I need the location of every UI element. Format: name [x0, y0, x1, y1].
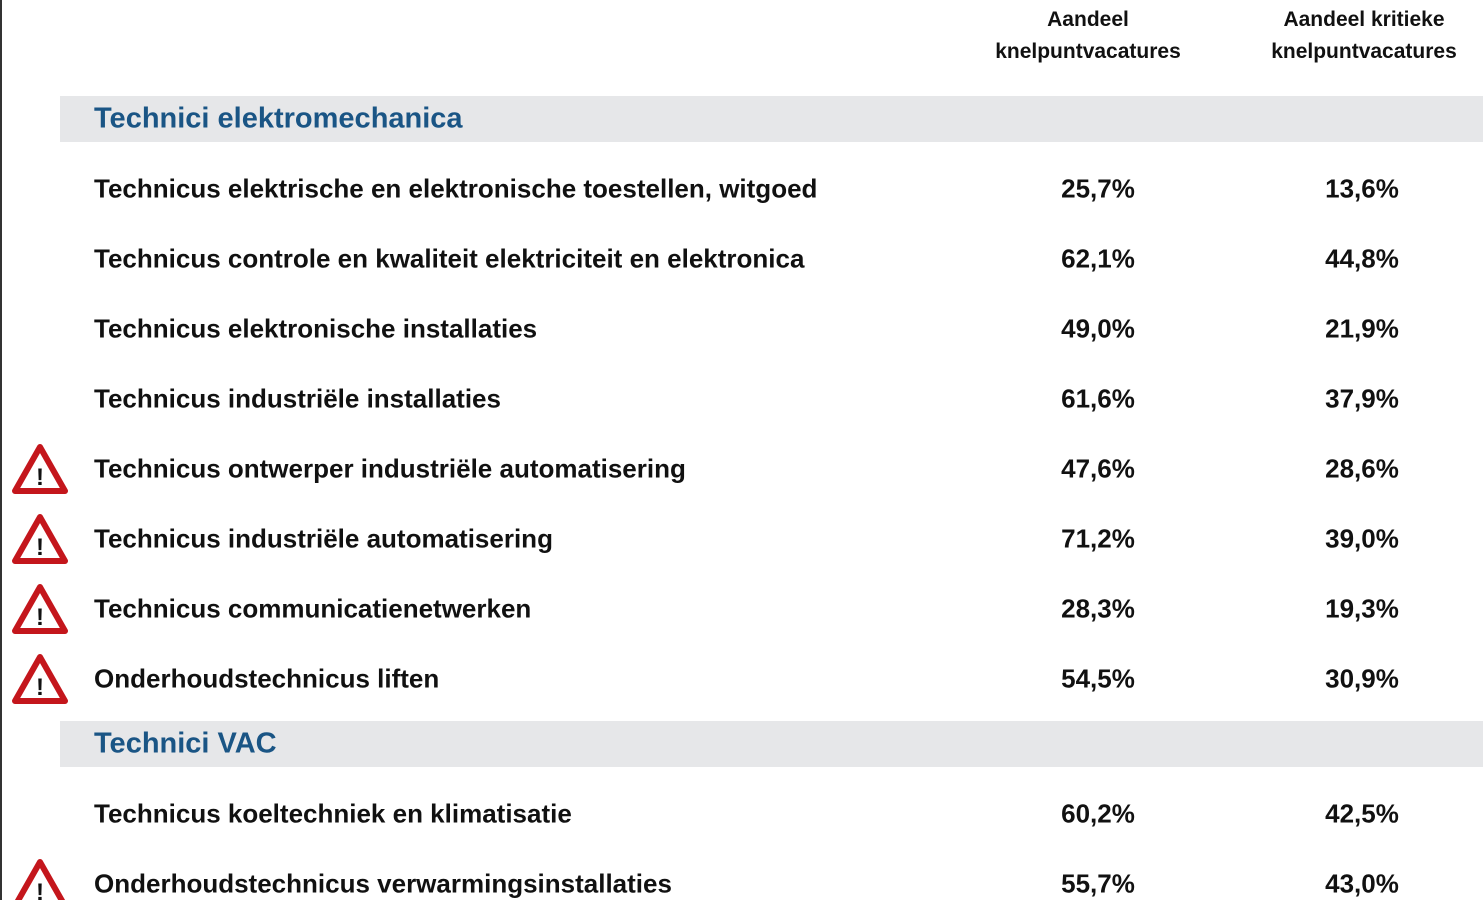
section-title: Technici VAC: [94, 727, 277, 760]
row-value: 62,1%: [1061, 243, 1135, 274]
row-label: Technicus elektrische en elektronische t…: [94, 173, 818, 204]
svg-text:!: !: [36, 879, 44, 900]
row-value: 25,7%: [1061, 173, 1135, 204]
svg-text:!: !: [36, 464, 44, 491]
row-label: Technicus controle en kwaliteit elektric…: [94, 243, 805, 274]
row-label: Technicus ontwerper industriële automati…: [94, 453, 686, 484]
row-value: 71,2%: [1061, 523, 1135, 554]
row-label: Technicus industriële installaties: [94, 383, 501, 414]
row-value: 55,7%: [1061, 868, 1135, 899]
row-value: 28,6%: [1325, 453, 1399, 484]
row-value: 28,3%: [1061, 593, 1135, 624]
row-value: 39,0%: [1325, 523, 1399, 554]
row-value: 60,2%: [1061, 798, 1135, 829]
row-value: 47,6%: [1061, 453, 1135, 484]
row-value: 42,5%: [1325, 798, 1399, 829]
warning-icon: !: [12, 583, 68, 635]
column-header: Aandeel kritieke knelpuntvacatures: [1271, 8, 1457, 63]
row-value: 43,0%: [1325, 868, 1399, 899]
warning-icon: !: [12, 513, 68, 565]
row-value: 37,9%: [1325, 383, 1399, 414]
row-label: Technicus koeltechniek en klimatisatie: [94, 798, 572, 829]
row-value: 13,6%: [1325, 173, 1399, 204]
row-label: Onderhoudstechnicus verwarmingsinstallat…: [94, 868, 672, 899]
svg-text:!: !: [36, 674, 44, 701]
warning-icon: !: [12, 443, 68, 495]
row-label: Onderhoudstechnicus liften: [94, 663, 440, 694]
row-value: 61,6%: [1061, 383, 1135, 414]
section-band: [60, 96, 1483, 142]
row-label: Technicus industriële automatisering: [94, 523, 553, 554]
warning-icon: !: [12, 858, 68, 900]
section-band: [60, 721, 1483, 767]
svg-text:!: !: [36, 604, 44, 631]
row-label: Technicus communicatienetwerken: [94, 593, 532, 624]
warning-icon: !: [12, 653, 68, 705]
row-value: 54,5%: [1061, 663, 1135, 694]
row-value: 30,9%: [1325, 663, 1399, 694]
column-header: Aandeel knelpuntvacatures: [995, 8, 1181, 63]
row-value: 44,8%: [1325, 243, 1399, 274]
row-value: 19,3%: [1325, 593, 1399, 624]
row-value: 49,0%: [1061, 313, 1135, 344]
section-title: Technici elektromechanica: [94, 102, 463, 135]
row-value: 21,9%: [1325, 313, 1399, 344]
row-label: Technicus elektronische installaties: [94, 313, 538, 344]
svg-text:!: !: [36, 534, 44, 561]
